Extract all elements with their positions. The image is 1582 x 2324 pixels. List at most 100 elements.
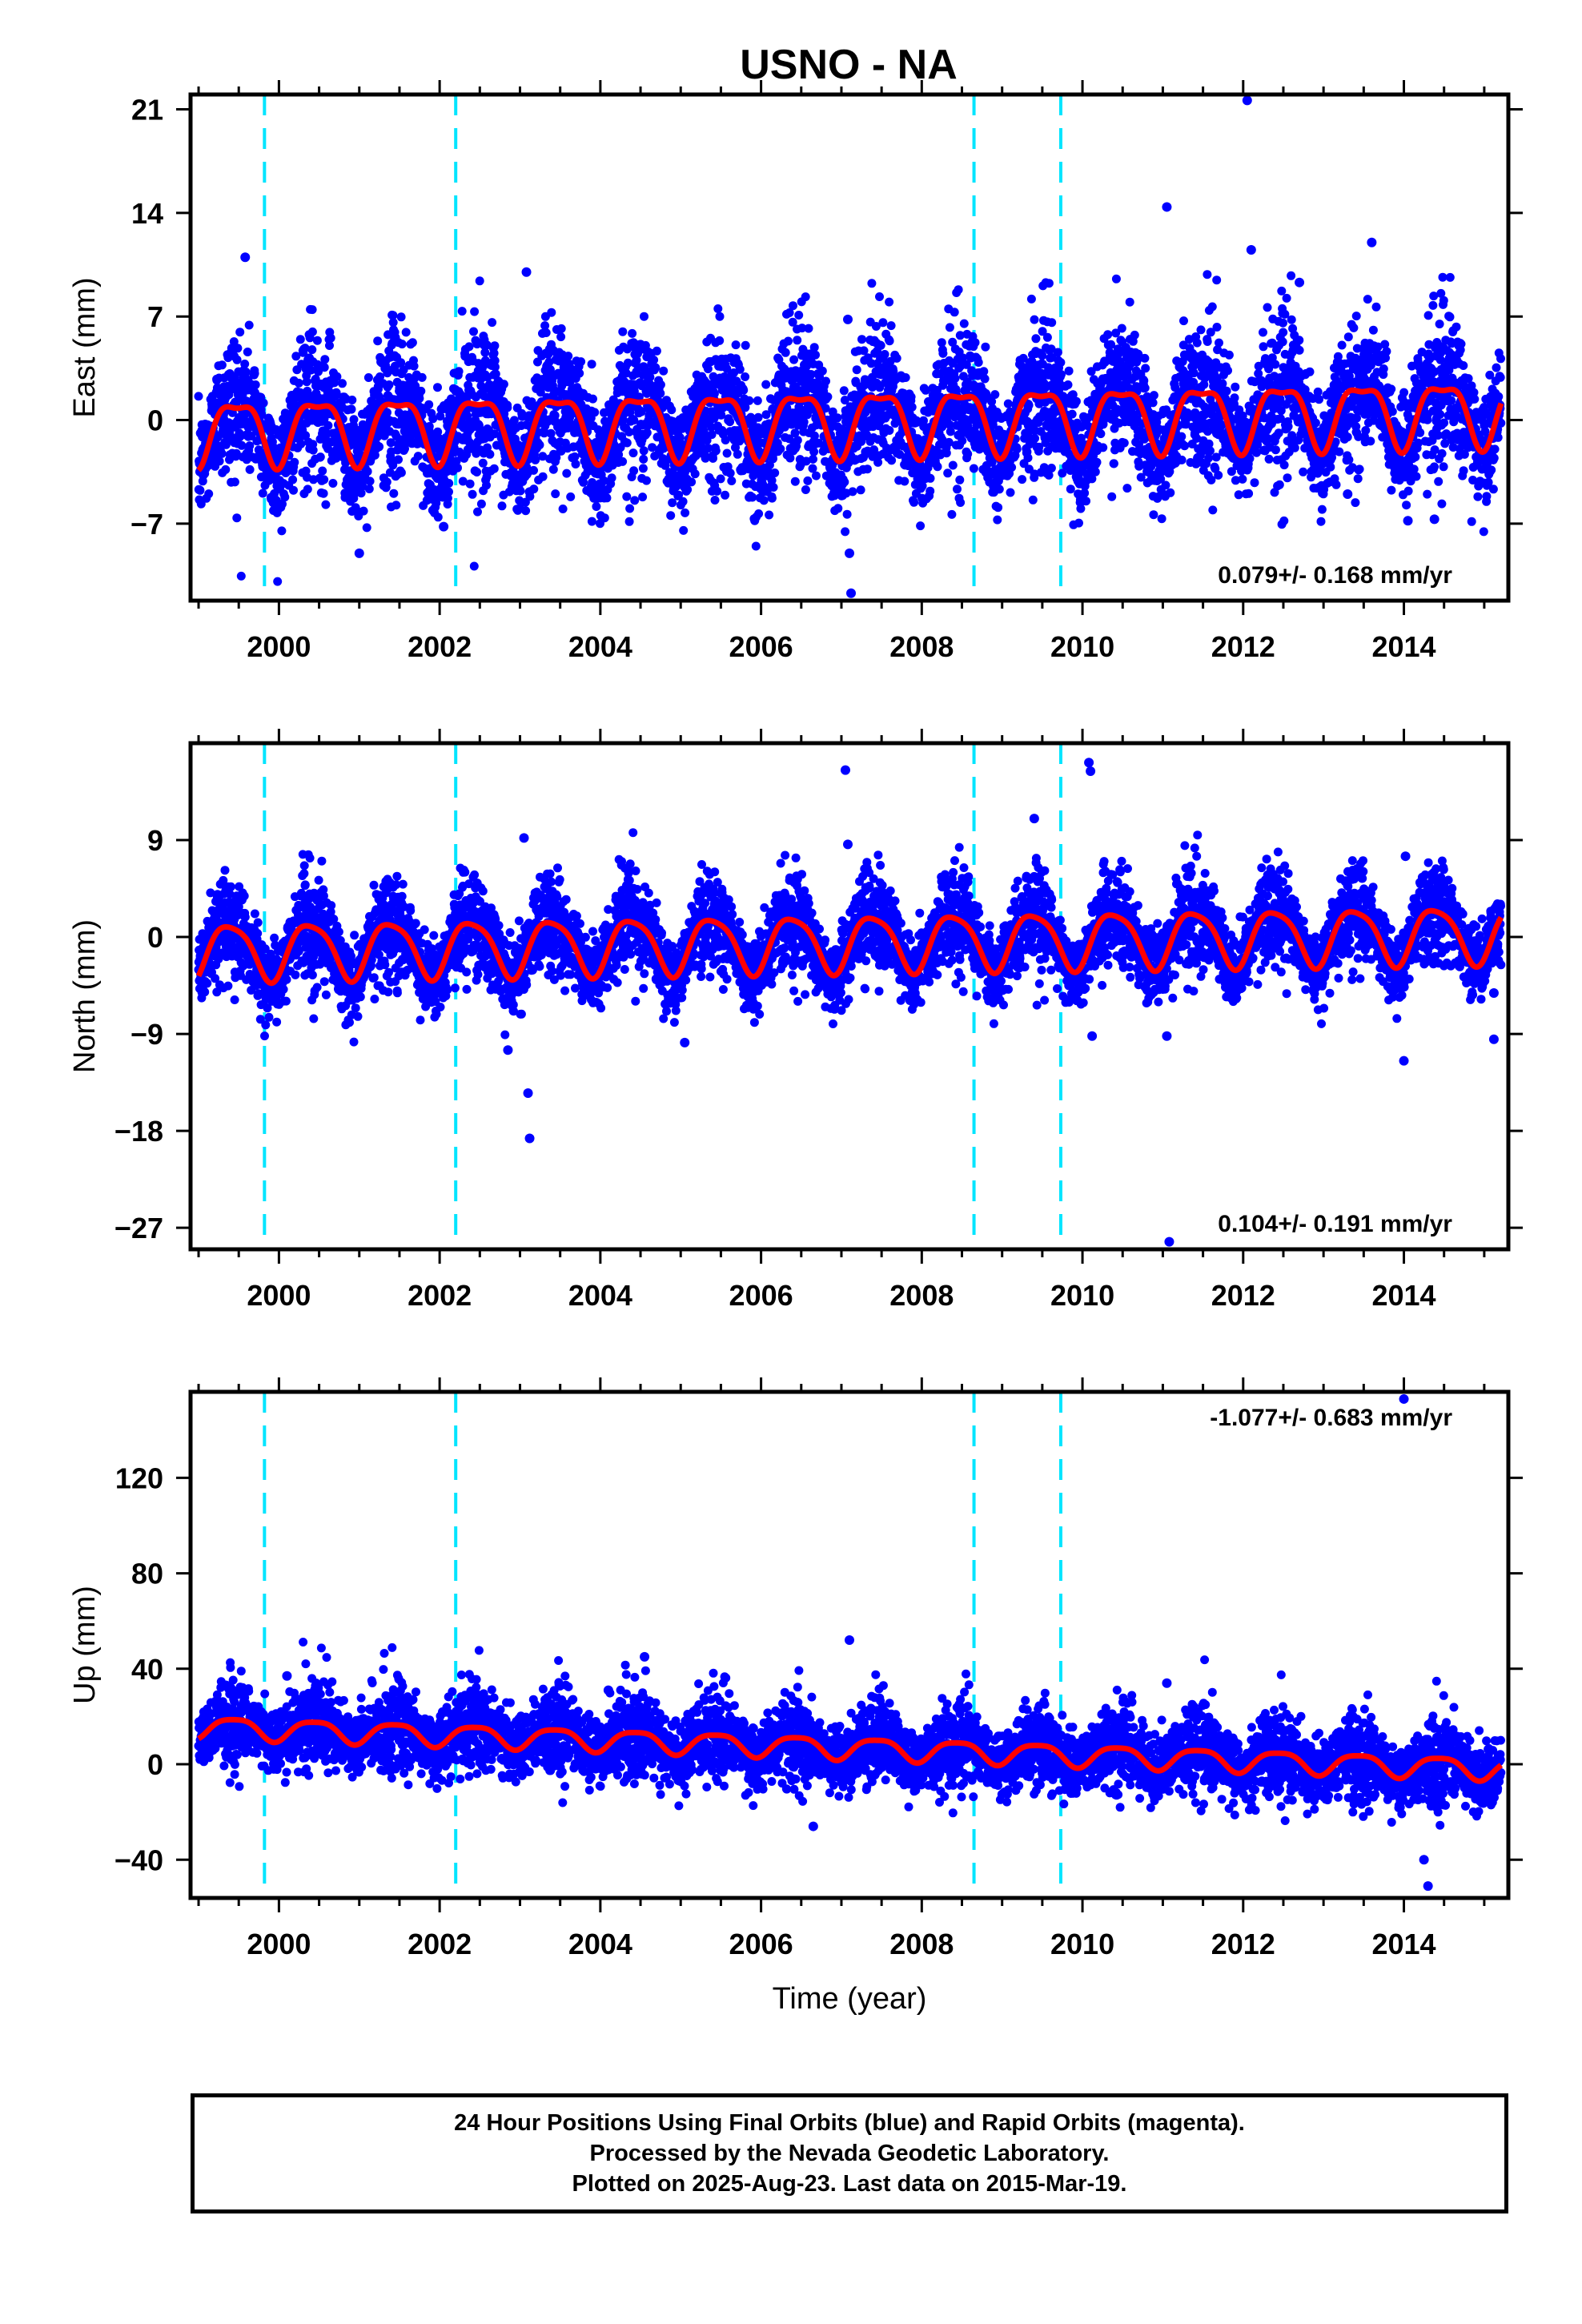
data-point <box>1250 478 1259 488</box>
data-point <box>721 436 730 444</box>
data-point <box>628 328 637 338</box>
data-point <box>880 350 889 359</box>
data-point <box>948 337 958 347</box>
data-point <box>469 561 479 571</box>
data-point <box>632 356 641 365</box>
data-point <box>852 365 861 375</box>
data-point <box>645 372 655 382</box>
data-point <box>320 355 330 364</box>
data-point <box>338 379 347 388</box>
data-point <box>1222 386 1231 396</box>
data-point <box>576 357 586 367</box>
data-point <box>970 338 980 348</box>
data-point <box>809 343 819 352</box>
data-point <box>326 333 335 343</box>
data-point <box>464 342 474 352</box>
data-point <box>1046 344 1056 354</box>
data-point <box>415 394 424 403</box>
data-point <box>1087 474 1097 484</box>
data-point <box>797 324 807 333</box>
data-point <box>521 506 531 516</box>
data-point <box>300 344 310 353</box>
data-point <box>394 455 403 464</box>
data-point <box>958 353 968 363</box>
data-point <box>433 427 443 436</box>
chart-title: USNO - NA <box>740 42 958 88</box>
data-point <box>570 452 580 461</box>
data-point <box>391 501 401 510</box>
data-point <box>1264 454 1274 464</box>
data-point <box>713 304 723 313</box>
data-point <box>809 454 817 464</box>
data-point <box>1214 470 1223 480</box>
data-point <box>1279 328 1288 337</box>
data-point <box>478 458 488 468</box>
data-point <box>801 456 811 466</box>
data-point <box>540 428 549 438</box>
data-point <box>388 460 398 470</box>
data-point <box>332 372 342 381</box>
data-point <box>659 366 669 376</box>
data-point <box>721 490 730 500</box>
data-point <box>656 380 665 389</box>
data-point <box>629 466 639 476</box>
data-point <box>1106 340 1116 349</box>
data-point <box>958 436 967 445</box>
data-point <box>624 517 634 526</box>
data-point <box>793 336 802 345</box>
data-point <box>907 402 917 412</box>
data-point <box>490 429 500 439</box>
data-point <box>628 448 638 458</box>
data-point <box>759 496 769 505</box>
data-point <box>731 340 741 350</box>
data-point <box>1044 279 1054 288</box>
data-point <box>243 348 252 356</box>
data-point <box>204 489 214 499</box>
data-point <box>776 444 785 453</box>
data-point <box>733 449 742 459</box>
data-point <box>564 352 573 361</box>
data-point <box>906 392 916 402</box>
data-point <box>245 441 255 451</box>
data-point <box>840 396 849 405</box>
data-point <box>443 493 452 503</box>
observation-points <box>194 95 1506 598</box>
data-point <box>621 368 631 378</box>
data-point <box>196 499 206 509</box>
data-point <box>885 336 894 346</box>
data-point <box>840 477 849 487</box>
data-point <box>302 377 311 387</box>
data-point <box>535 440 544 450</box>
data-point <box>1140 353 1150 363</box>
data-point <box>469 327 478 336</box>
data-point <box>1092 457 1102 467</box>
data-point <box>436 412 445 421</box>
data-point <box>735 364 745 374</box>
data-point <box>1279 318 1287 328</box>
data-point <box>280 493 290 502</box>
data-point <box>490 341 500 351</box>
data-point <box>722 448 732 458</box>
data-point <box>1109 459 1118 468</box>
data-point <box>289 485 298 495</box>
data-point <box>1023 453 1033 463</box>
data-point <box>1090 467 1100 476</box>
data-point <box>328 479 338 488</box>
data-point <box>1207 302 1217 312</box>
data-point <box>841 527 850 537</box>
data-point <box>602 493 612 503</box>
data-point <box>943 468 953 478</box>
data-point <box>1277 286 1287 296</box>
data-point <box>1096 429 1106 439</box>
data-point <box>250 368 259 378</box>
data-point <box>751 541 761 551</box>
data-point <box>859 346 869 356</box>
data-point <box>301 431 311 440</box>
data-point <box>453 463 462 472</box>
data-point <box>709 453 717 463</box>
data-point <box>842 509 852 519</box>
data-point <box>1012 444 1022 454</box>
data-point <box>538 472 548 481</box>
data-point <box>315 452 325 462</box>
